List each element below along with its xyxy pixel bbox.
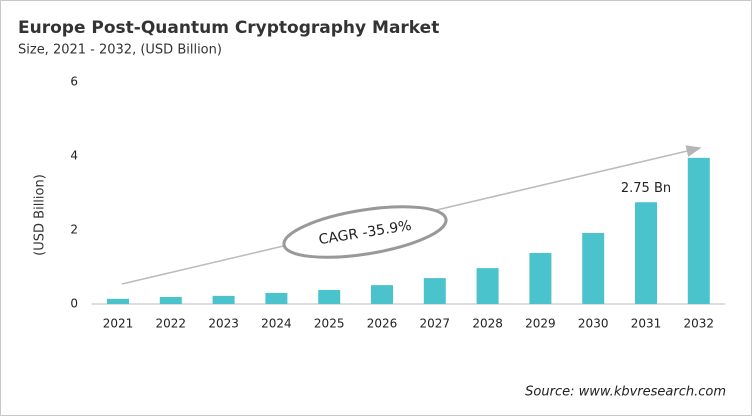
bar — [107, 298, 129, 304]
y-tick-label: 2 — [70, 223, 78, 237]
y-tick-label: 0 — [70, 297, 78, 311]
source: Source: www.kbvresearch.com — [525, 385, 726, 400]
bar — [582, 232, 605, 304]
x-tick-label: 2028 — [472, 317, 503, 331]
x-tick-label: 2027 — [420, 317, 451, 331]
bar — [318, 289, 341, 304]
x-tick-label: 2026 — [367, 317, 398, 331]
bar — [476, 268, 499, 304]
bar — [159, 296, 182, 304]
x-tick-label: 2030 — [578, 317, 609, 331]
x-tick-label: 2024 — [261, 317, 292, 331]
y-tick-label: 6 — [70, 75, 78, 89]
x-tick-label: 2023 — [208, 317, 239, 331]
x-tick-label: 2031 — [631, 317, 662, 331]
bar — [529, 252, 552, 304]
x-tick-label: 2022 — [156, 317, 187, 331]
bar — [212, 295, 235, 304]
bar — [265, 292, 288, 304]
x-tick-label: 2025 — [314, 317, 345, 331]
value-label: 2.75 Bn — [621, 181, 671, 196]
y-tick-label: 4 — [70, 149, 78, 163]
chart-subtitle: Size, 2021 - 2032, (USD Billion) — [18, 43, 222, 58]
bar — [423, 278, 446, 304]
bar — [371, 285, 393, 304]
y-axis-label: (USD Billion) — [33, 174, 48, 256]
bar — [635, 202, 657, 304]
x-tick-label: 2029 — [525, 317, 556, 331]
x-tick-label: 2021 — [103, 317, 134, 331]
cagr-ellipse — [282, 205, 448, 259]
x-tick-label: 2032 — [684, 317, 715, 331]
chart-title: Europe Post-Quantum Cryptography Market — [18, 18, 439, 38]
bar — [687, 157, 710, 304]
